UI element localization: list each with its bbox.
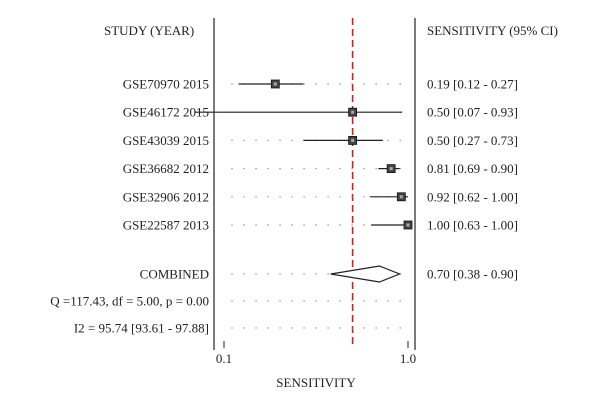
- right-header: SENSITIVITY (95% CI): [427, 23, 558, 38]
- study-row: GSE43039 2015 0.50 [0.27 - 0.73]: [123, 133, 518, 148]
- left-header: STUDY (YEAR): [104, 23, 194, 38]
- study-label: GSE36682 2012: [123, 161, 209, 176]
- heterogeneity-stat: Q =117.43, df = 5.00, p = 0.00: [50, 294, 209, 309]
- study-ci-text: 0.92 [0.62 - 1.00]: [427, 189, 518, 204]
- study-label: GSE70970 2015: [123, 77, 209, 92]
- point-estimate-marker-core: [389, 167, 393, 171]
- study-label: GSE32906 2012: [123, 189, 209, 204]
- study-label: GSE22587 2013: [123, 218, 209, 233]
- study-ci-text: 0.19 [0.12 - 0.27]: [427, 77, 518, 92]
- study-ci-text: 0.50 [0.07 - 0.93]: [427, 105, 518, 120]
- study-ci-text: 1.00 [0.63 - 1.00]: [427, 218, 518, 233]
- study-row: GSE36682 2012 0.81 [0.69 - 0.90]: [123, 161, 518, 176]
- point-estimate-marker-core: [351, 138, 355, 142]
- study-row: GSE22587 2013 1.00 [0.63 - 1.00]: [123, 218, 518, 233]
- point-estimate-marker-core: [399, 195, 403, 199]
- x-tick-label: 0.1: [216, 351, 232, 366]
- x-axis-label: SENSITIVITY: [276, 375, 356, 390]
- point-estimate-marker-core: [406, 223, 410, 227]
- study-row: GSE46172 2015 0.50 [0.07 - 0.93]: [123, 105, 518, 120]
- study-row: GSE70970 2015 0.19 [0.12 - 0.27]: [123, 77, 518, 92]
- heterogeneity-stat: I2 = 95.74 [93.61 - 97.88]: [74, 321, 209, 336]
- study-ci-text: 0.50 [0.27 - 0.73]: [427, 133, 518, 148]
- point-estimate-marker-core: [273, 82, 277, 86]
- point-estimate-marker-core: [351, 110, 355, 114]
- study-row: GSE32906 2012 0.92 [0.62 - 1.00]: [123, 189, 518, 204]
- combined-diamond: [330, 265, 402, 283]
- combined-label: COMBINED: [140, 267, 209, 282]
- combined-ci-text: 0.70 [0.38 - 0.90]: [427, 267, 518, 282]
- study-ci-text: 0.81 [0.69 - 0.90]: [427, 161, 518, 176]
- x-tick-label: 1.0: [400, 351, 416, 366]
- study-label: GSE46172 2015: [123, 105, 209, 120]
- study-label: GSE43039 2015: [123, 133, 209, 148]
